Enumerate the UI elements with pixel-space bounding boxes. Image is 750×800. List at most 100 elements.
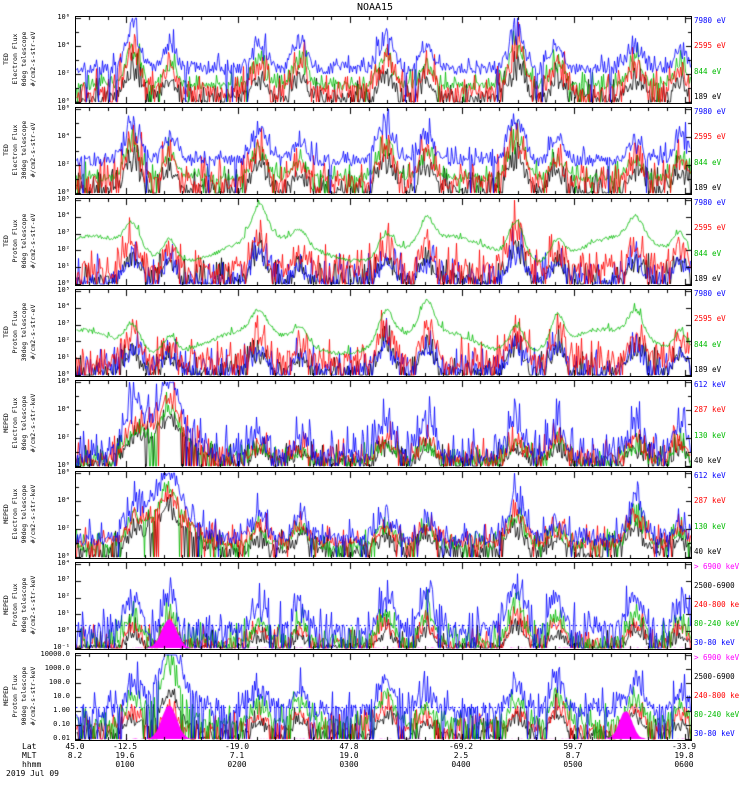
legend-entry: 130 keV (694, 430, 726, 440)
legend-entry: 30-80 keV (694, 729, 735, 738)
y-tick-label: 10⁴ (57, 211, 70, 220)
panel-ytick-labels: 10000.0 1000.0 100.0 10.0 1.00 0.10 0.01 (0, 649, 72, 742)
legend-entry: 240-800 ke (694, 691, 740, 700)
y-tick-label: 10⁰ (57, 460, 70, 469)
legend-entry: 7980 eV (694, 16, 726, 25)
flux-panel: TED Electron Flux 30deg telescope #/cm2-s-s… (0, 103, 750, 196)
y-tick-label: 10⁴ (57, 302, 70, 311)
y-tick-label: 10⁶ (57, 103, 70, 112)
footer-value: -19.0 (224, 742, 250, 751)
footer-row-label: MLT (22, 751, 37, 760)
panel-legend: 7980 eV 2595 eV 844 eV 189 eV (694, 198, 750, 284)
footer-value: 0400 (451, 760, 471, 769)
panel-plot-canvas (75, 653, 692, 741)
y-tick-label: 10⁴ (57, 131, 70, 140)
y-tick-label: 10⁻¹ (53, 642, 70, 651)
y-tick-label: 10³ (57, 228, 70, 237)
y-tick-label: 10⁰ (57, 187, 70, 196)
legend-entry: 189 eV (694, 274, 722, 283)
y-tick-label: 10¹ (57, 261, 70, 270)
panel-legend: 7980 eV 2595 eV 844 eV 189 eV (694, 107, 750, 193)
y-tick-label: 10² (57, 523, 70, 532)
flux-panel: MEPED Electron Flux 0deg telescope #/cm2-s-… (0, 377, 750, 469)
y-tick-label: 10⁵ (57, 285, 70, 294)
footer-value: 19.8 (674, 751, 694, 760)
legend-entry: 189 eV (694, 92, 722, 101)
footer-row-label: hhmm (22, 760, 42, 769)
y-tick-label: 10⁶ (57, 12, 70, 21)
y-tick-label: 10⁴ (57, 495, 70, 504)
footer-value: -69.2 (448, 742, 474, 751)
footer-value: 2.5 (453, 751, 469, 760)
legend-entry: 80-240 keV (694, 619, 740, 628)
footer-value: 47.8 (339, 742, 359, 751)
legend-entry: > 6900 keV (694, 562, 740, 571)
y-tick-label: 10² (57, 159, 70, 168)
legend-entry: 2595 eV (694, 41, 726, 51)
y-tick-label: 10⁴ (57, 404, 70, 413)
legend-entry: > 6900 keV (694, 653, 740, 662)
y-tick-label: 10³ (57, 319, 70, 328)
legend-entry: 287 keV (694, 496, 726, 506)
footer-value: -33.9 (671, 742, 697, 751)
legend-entry: 2500-6900 (694, 672, 735, 681)
panel-legend: 612 keV 287 keV 130 keV 40 keV (694, 471, 750, 557)
y-tick-label: 10.0 (53, 691, 70, 700)
panel-ytick-labels: 10⁶ 10⁴ 10² 10⁰ (0, 467, 72, 560)
footer-row-label: Lat (22, 742, 37, 751)
legend-entry: 189 eV (694, 183, 722, 192)
legend-entry: 130 keV (694, 521, 726, 531)
footer-value: 0300 (339, 760, 359, 769)
y-tick-label: 10⁶ (57, 467, 70, 476)
legend-entry: 7980 eV (694, 289, 726, 298)
panel-legend: 612 keV 287 keV 130 keV 40 keV (694, 380, 750, 466)
panel-legend: 7980 eV 2595 eV 844 eV 189 eV (694, 289, 750, 375)
y-tick-label: 10⁴ (57, 40, 70, 49)
legend-entry: 844 eV (694, 248, 722, 258)
panel-plot-canvas (75, 289, 692, 377)
legend-entry: 7980 eV (694, 107, 726, 116)
panel-plot-canvas (75, 471, 692, 559)
legend-entry: 30-80 keV (694, 638, 735, 647)
panel-legend: 7980 eV 2595 eV 844 eV 189 eV (694, 16, 750, 102)
legend-entry: 80-240 keV (694, 710, 740, 719)
footer-value: 0100 (115, 760, 135, 769)
flux-panel: MEPED Proton Flux 0deg telescope #/cm2-s-st… (0, 558, 750, 651)
panel-plot-canvas (75, 562, 692, 650)
y-tick-label: 0.10 (53, 719, 70, 728)
legend-entry: 612 keV (694, 471, 726, 480)
legend-entry: 2595 eV (694, 223, 726, 233)
y-tick-label: 10⁰ (57, 278, 70, 287)
flux-panel: MEPED Proton Flux 90deg telescope #/cm2-s-s… (0, 649, 750, 742)
flux-panel: TED Electron Flux 0deg telescope #/cm2-s-st… (0, 12, 750, 105)
legend-entry: 240-800 ke (694, 600, 740, 609)
legend-entry: 40 keV (694, 547, 722, 556)
y-tick-label: 100.0 (48, 677, 70, 686)
y-tick-label: 10⁴ (57, 558, 70, 567)
y-tick-label: 10² (57, 244, 70, 253)
panel-plot-canvas (75, 380, 692, 468)
panel-ytick-labels: 10⁶ 10⁴ 10² 10⁰ (0, 12, 72, 105)
y-tick-label: 10³ (57, 575, 70, 584)
footer-value: 19.0 (339, 751, 359, 760)
y-tick-label: 10⁵ (57, 194, 70, 203)
panel-plot-canvas (75, 107, 692, 195)
y-tick-label: 10⁰ (57, 96, 70, 105)
y-tick-label: 1000.0 (44, 663, 70, 672)
legend-entry: 287 keV (694, 405, 726, 415)
panel-plot-canvas (75, 16, 692, 104)
y-tick-label: 10000.0 (40, 649, 70, 658)
footer-value: 0200 (227, 760, 247, 769)
plot-title: NOAA15 (356, 2, 394, 13)
flux-panel: TED Proton Flux 30deg telescope #/cm2-s-str… (0, 285, 750, 378)
footer-value: 19.6 (115, 751, 135, 760)
y-tick-label: 1.00 (53, 705, 70, 714)
panels: TED Electron Flux 0deg telescope #/cm2-s-st… (0, 12, 750, 742)
legend-entry: 2595 eV (694, 314, 726, 324)
legend-entry: 612 keV (694, 380, 726, 389)
footer-value: 59.7 (563, 742, 583, 751)
y-tick-label: 10¹ (57, 608, 70, 617)
y-tick-label: 10² (57, 68, 70, 77)
footer-value: 0500 (563, 760, 583, 769)
